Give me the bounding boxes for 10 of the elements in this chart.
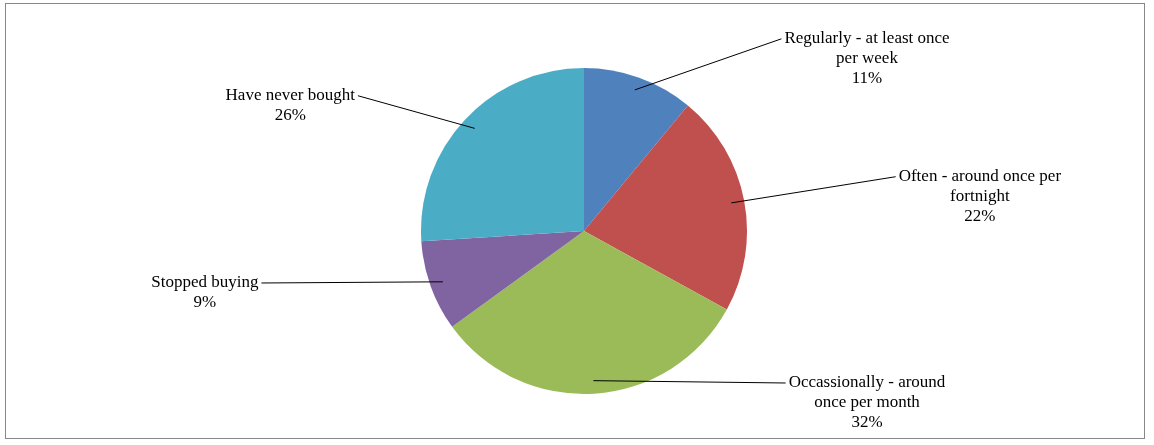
data-label: 9% — [193, 292, 217, 312]
data-label: 32% — [851, 412, 883, 432]
slice-label: Stopped buying — [151, 272, 259, 292]
slice-label: Often - around once per fortnight — [898, 166, 1062, 206]
slice-label: Regularly - at least once per week — [784, 28, 950, 68]
slice-label: Occassionally - around once per month — [788, 372, 946, 412]
data-label: 26% — [274, 105, 306, 125]
data-label: 11% — [851, 68, 883, 88]
slice-label: Have never bought — [225, 85, 356, 105]
data-label: 22% — [964, 206, 996, 226]
